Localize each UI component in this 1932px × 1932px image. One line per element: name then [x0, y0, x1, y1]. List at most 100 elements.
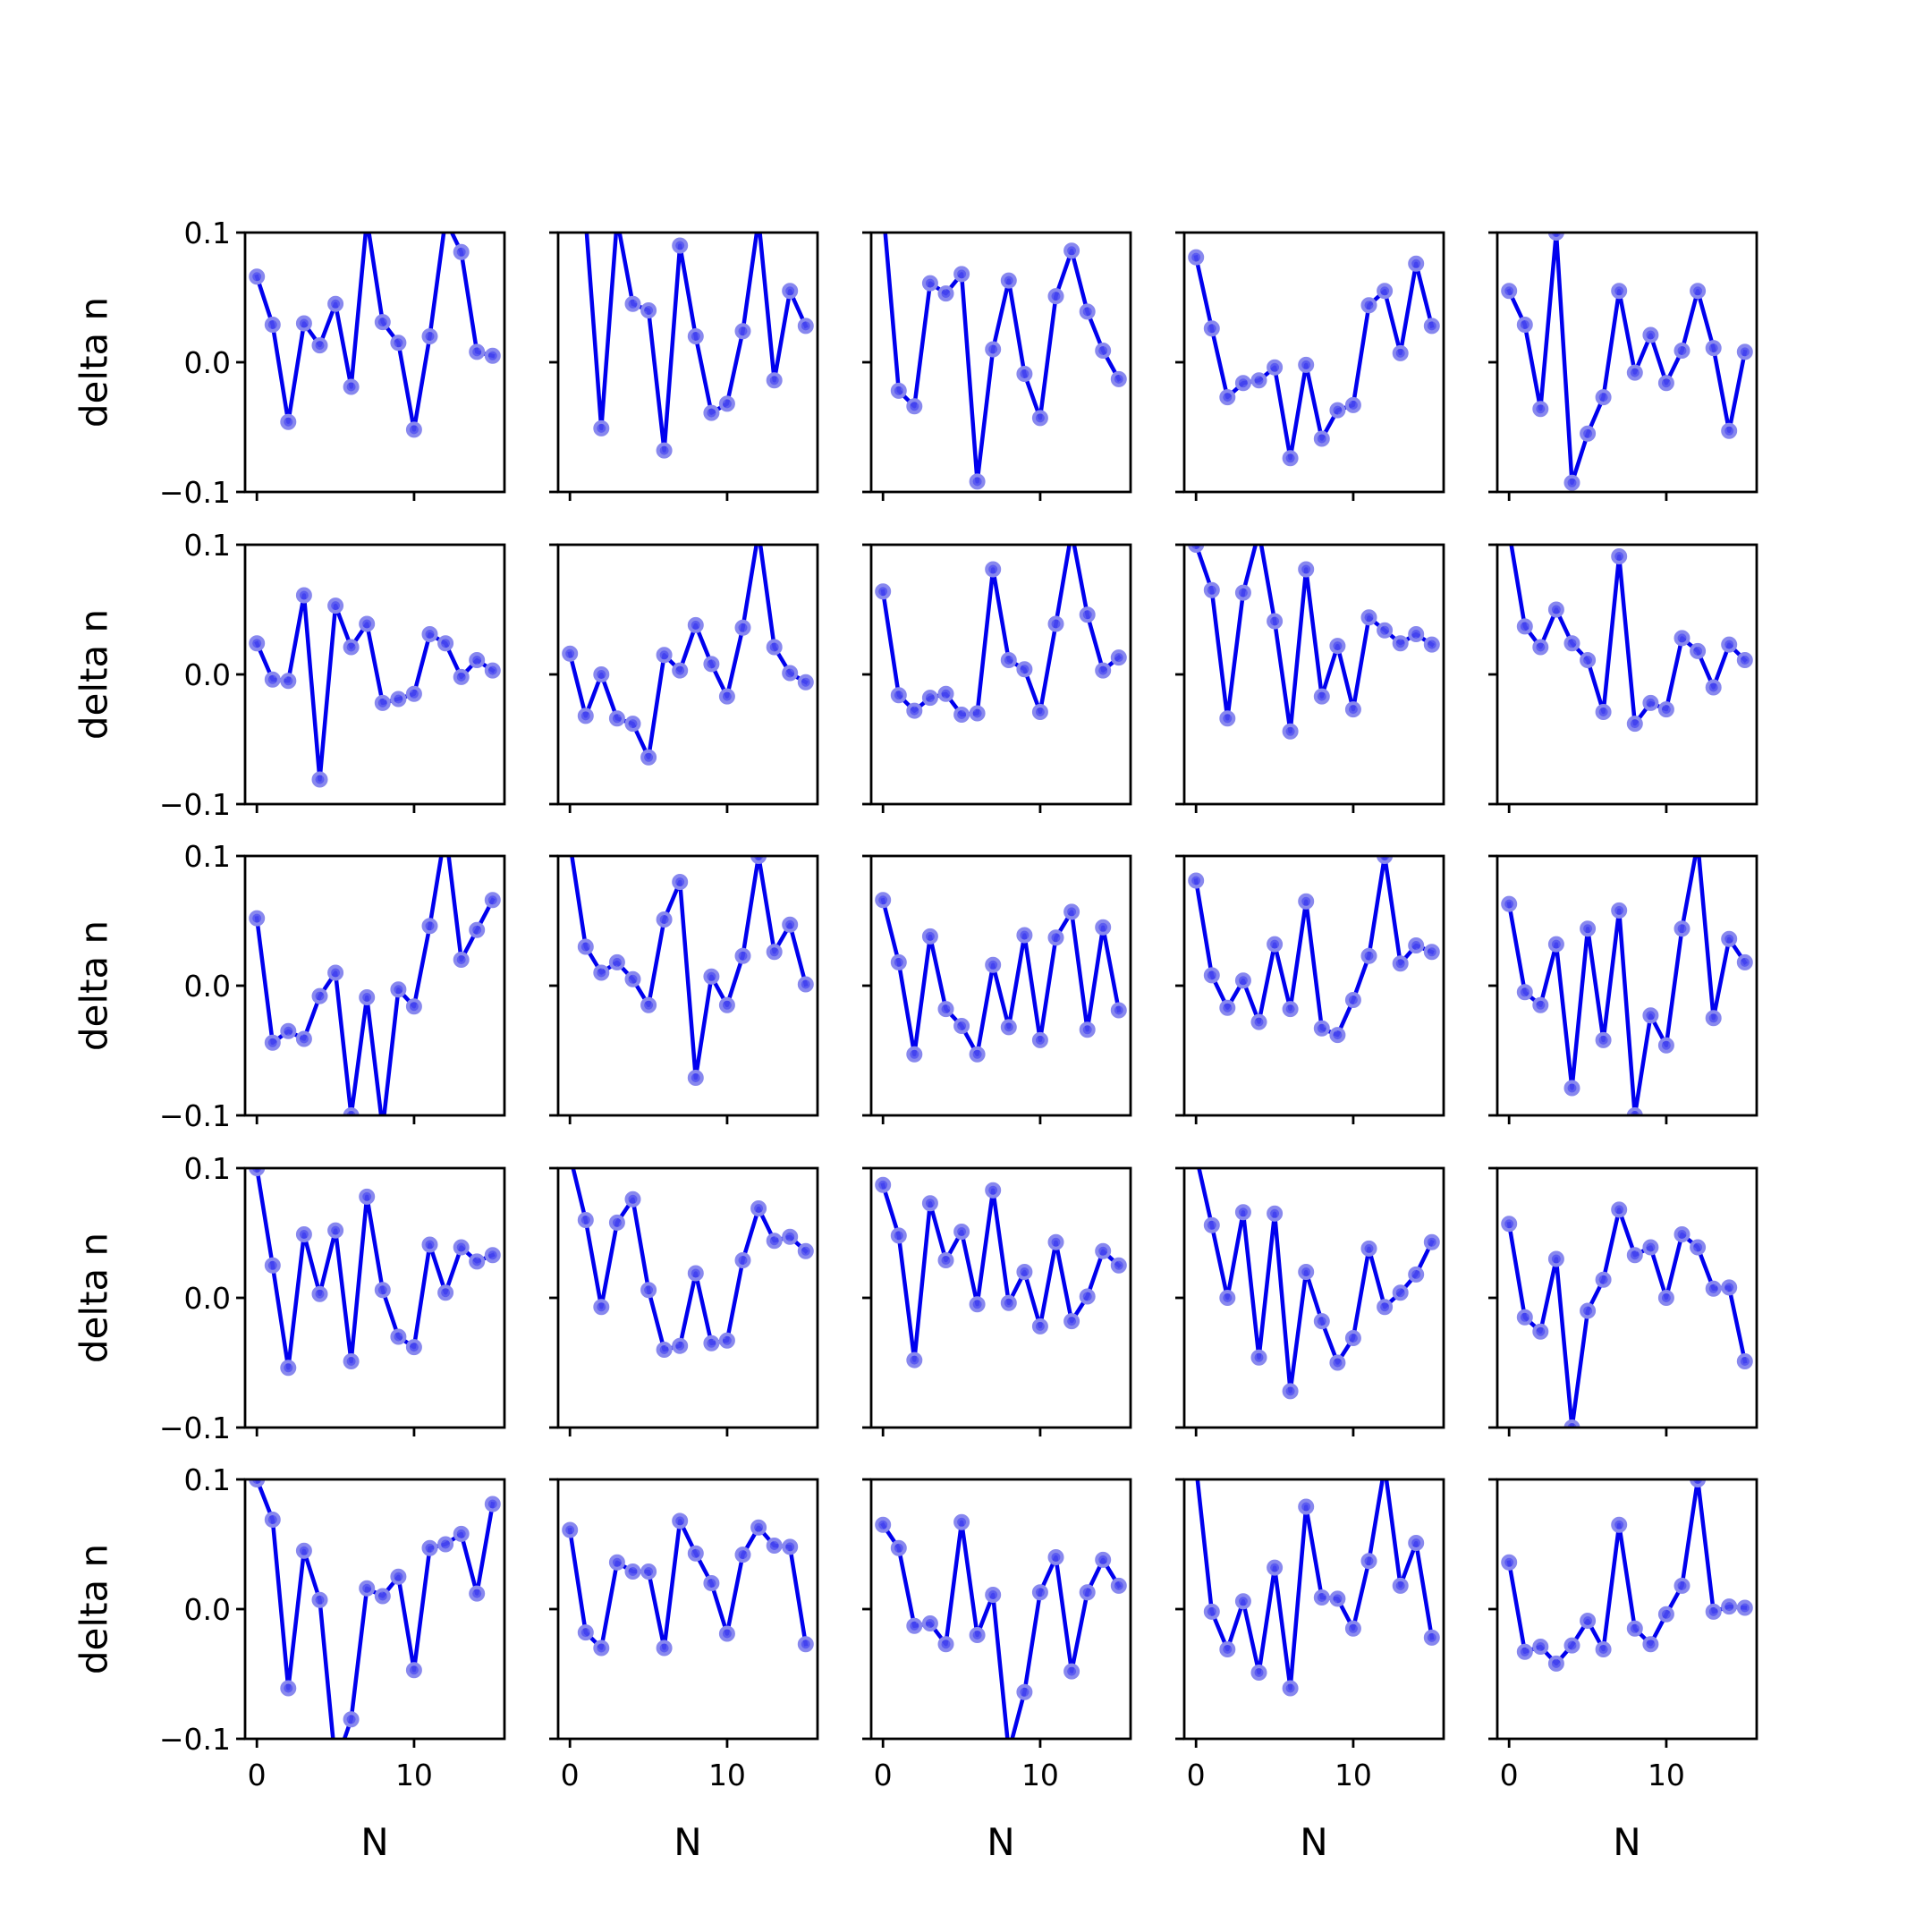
data-point [937, 685, 954, 702]
data-point [1329, 1027, 1346, 1044]
data-point [890, 382, 907, 399]
data-point [1580, 1613, 1597, 1629]
data-point [593, 666, 610, 682]
data-point [1408, 1266, 1425, 1283]
data-point [1423, 1233, 1440, 1250]
data-point [1516, 1643, 1533, 1660]
y-tick-label: 0.1 [184, 839, 231, 874]
subplot-r3-c1: −0.1 0.0 0.1 delta n [72, 839, 506, 1133]
subplot-r2-c2 [549, 543, 819, 813]
series-line [1193, 856, 1435, 1038]
data-point [1532, 401, 1549, 418]
data-point [1611, 1201, 1628, 1218]
data-point [921, 1195, 938, 1212]
series-line [567, 1519, 809, 1650]
data-point [734, 1252, 751, 1268]
data-point [264, 671, 281, 688]
y-axis-label: delta n [72, 609, 116, 740]
data-point [1250, 372, 1267, 389]
data-point [1595, 1031, 1612, 1048]
data-point [797, 976, 814, 993]
data-point [327, 964, 344, 981]
data-point [640, 302, 657, 318]
series-line [254, 1479, 496, 1739]
data-point [766, 944, 783, 961]
x-axis-label: N [1300, 1820, 1327, 1864]
data-point [608, 1554, 625, 1571]
data-point [1736, 1599, 1753, 1616]
plot-area [1501, 233, 1753, 491]
data-point [1705, 679, 1722, 696]
data-point [1282, 1383, 1299, 1400]
data-point [1642, 694, 1659, 711]
data-point [1203, 967, 1220, 984]
data-point [1234, 375, 1251, 392]
data-point [374, 1588, 391, 1605]
data-point [766, 372, 783, 389]
data-point [1031, 1318, 1048, 1335]
y-tick-label: 0.0 [184, 969, 231, 1004]
data-point [295, 587, 312, 604]
data-point [1563, 474, 1580, 491]
data-point [1626, 1107, 1643, 1115]
series-line [1195, 1479, 1435, 1690]
series-line [254, 233, 496, 432]
data-point [1580, 920, 1597, 937]
data-point [750, 1200, 767, 1216]
series-line [1506, 233, 1748, 486]
data-point [577, 708, 594, 724]
subplot-r2-c5 [1488, 543, 1758, 813]
data-point [249, 910, 266, 927]
data-point [766, 1233, 783, 1250]
subplot-r1-c3 [862, 231, 1132, 501]
data-point [1219, 389, 1236, 406]
data-point [1110, 1577, 1127, 1594]
data-point [1611, 548, 1628, 564]
data-point [1595, 1641, 1612, 1657]
data-point [703, 1575, 720, 1591]
data-point [1250, 1349, 1267, 1366]
data-point [953, 266, 970, 283]
data-point [1234, 972, 1251, 989]
data-point [906, 1352, 923, 1368]
data-point [1298, 1264, 1315, 1280]
y-tick-label: −0.1 [159, 1722, 231, 1757]
subplot-r3-c3 [862, 854, 1132, 1124]
plot-area [249, 587, 501, 788]
data-point [1329, 1354, 1346, 1371]
data-point [359, 989, 376, 1005]
data-point [921, 690, 938, 707]
data-point [656, 911, 673, 928]
y-tick-label: −0.1 [159, 475, 231, 510]
data-point [311, 1285, 328, 1302]
data-point [1000, 1294, 1017, 1311]
data-point [985, 956, 1002, 973]
data-point [1298, 356, 1315, 373]
x-tick-label: 10 [1021, 1758, 1059, 1792]
plot-area [1195, 1479, 1440, 1697]
data-point [969, 1627, 986, 1643]
data-point [1267, 1559, 1284, 1576]
data-point [703, 404, 720, 421]
data-point [1250, 1013, 1267, 1030]
y-axis-label: delta n [72, 297, 116, 428]
data-point [921, 275, 938, 292]
data-point [1203, 581, 1220, 598]
data-point [374, 314, 391, 331]
data-point [264, 1257, 281, 1274]
data-point [1016, 1264, 1033, 1280]
data-point [1344, 1330, 1361, 1346]
data-point [295, 1030, 312, 1047]
data-point [577, 1212, 594, 1228]
data-point [1736, 953, 1753, 970]
data-point [718, 1332, 735, 1349]
subplot-r5-c1: 0 10 −0.1 0.0 0.1 delta n N [72, 1462, 506, 1864]
data-point [797, 674, 814, 691]
data-point [374, 1282, 391, 1299]
data-point [656, 442, 673, 459]
data-point [1282, 1680, 1299, 1697]
subplot-r2-c3 [862, 543, 1132, 813]
data-point [1016, 1683, 1033, 1700]
data-point [1360, 947, 1377, 964]
data-point [405, 421, 422, 438]
